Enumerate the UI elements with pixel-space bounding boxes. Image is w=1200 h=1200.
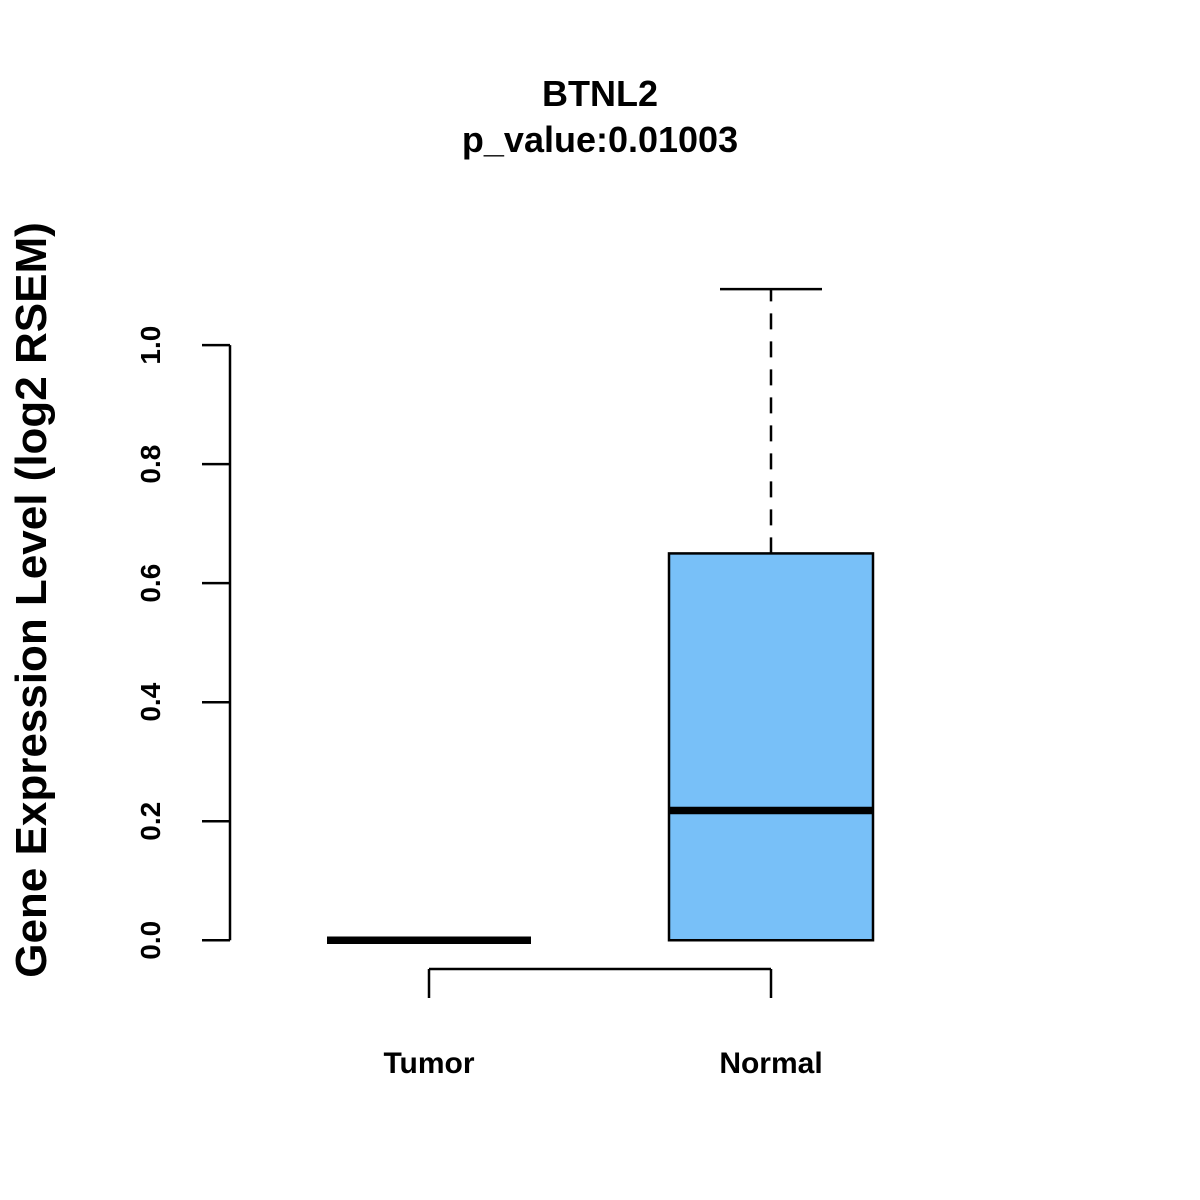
y-axis-label: Gene Expression Level (log2 RSEM) bbox=[7, 222, 56, 978]
y-tick-label: 0.4 bbox=[135, 682, 166, 721]
y-tick-label: 1.0 bbox=[135, 326, 166, 365]
x-axis: Tumor Normal bbox=[383, 967, 823, 1080]
boxes bbox=[327, 287, 875, 944]
chart-title: BTNL2 bbox=[542, 73, 658, 114]
y-tick-label: 0.2 bbox=[135, 802, 166, 841]
box-body bbox=[667, 552, 875, 942]
y-tick-label: 0.6 bbox=[135, 564, 166, 603]
y-tick-label: 0.0 bbox=[135, 921, 166, 960]
y-axis: 0.0 0.2 0.4 0.6 0.8 1.0 bbox=[135, 326, 232, 960]
x-tick-label-normal: Normal bbox=[719, 1047, 822, 1080]
y-tick-label: 0.8 bbox=[135, 445, 166, 484]
box-normal bbox=[667, 287, 875, 942]
x-tick-label-tumor: Tumor bbox=[383, 1047, 474, 1080]
chart-subtitle: p_value:0.01003 bbox=[462, 119, 738, 160]
